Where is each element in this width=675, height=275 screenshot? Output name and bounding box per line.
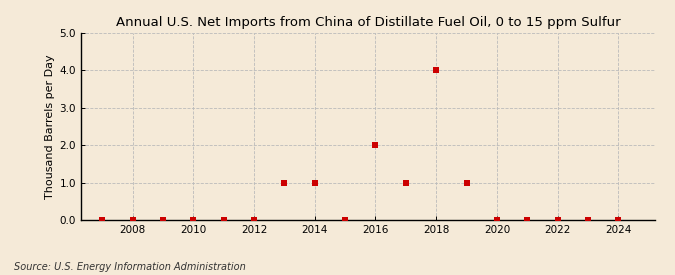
Point: [431, 68, 441, 73]
Title: Annual U.S. Net Imports from China of Distillate Fuel Oil, 0 to 15 ppm Sulfur: Annual U.S. Net Imports from China of Di…: [115, 16, 620, 29]
Point: [370, 143, 381, 147]
Point: [248, 218, 259, 222]
Point: [309, 180, 320, 185]
Point: [218, 218, 229, 222]
Point: [583, 218, 593, 222]
Point: [552, 218, 563, 222]
Point: [188, 218, 198, 222]
Point: [491, 218, 502, 222]
Point: [522, 218, 533, 222]
Text: Source: U.S. Energy Information Administration: Source: U.S. Energy Information Administ…: [14, 262, 245, 272]
Point: [97, 218, 107, 222]
Point: [400, 180, 411, 185]
Y-axis label: Thousand Barrels per Day: Thousand Barrels per Day: [45, 54, 55, 199]
Point: [279, 180, 290, 185]
Point: [340, 218, 350, 222]
Point: [157, 218, 168, 222]
Point: [127, 218, 138, 222]
Point: [613, 218, 624, 222]
Point: [461, 180, 472, 185]
